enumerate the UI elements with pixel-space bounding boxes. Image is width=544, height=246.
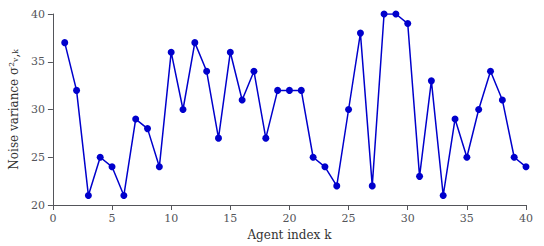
svg-text:25: 25 [31, 151, 45, 164]
svg-text:0: 0 [49, 212, 56, 225]
svg-text:10: 10 [164, 212, 178, 225]
svg-text:20: 20 [282, 212, 296, 225]
svg-text:Agent index k: Agent index k [246, 228, 332, 242]
svg-text:35: 35 [460, 212, 474, 225]
svg-text:25: 25 [342, 212, 356, 225]
svg-text:5: 5 [109, 212, 116, 225]
svg-text:15: 15 [223, 212, 237, 225]
svg-text:40: 40 [31, 8, 45, 21]
svg-text:35: 35 [31, 55, 45, 68]
svg-text:Noise variance σ²ᵥ,ₖ: Noise variance σ²ᵥ,ₖ [7, 49, 21, 170]
svg-text:20: 20 [31, 199, 45, 212]
svg-text:30: 30 [31, 103, 45, 116]
svg-text:40: 40 [519, 212, 533, 225]
svg-text:30: 30 [401, 212, 415, 225]
